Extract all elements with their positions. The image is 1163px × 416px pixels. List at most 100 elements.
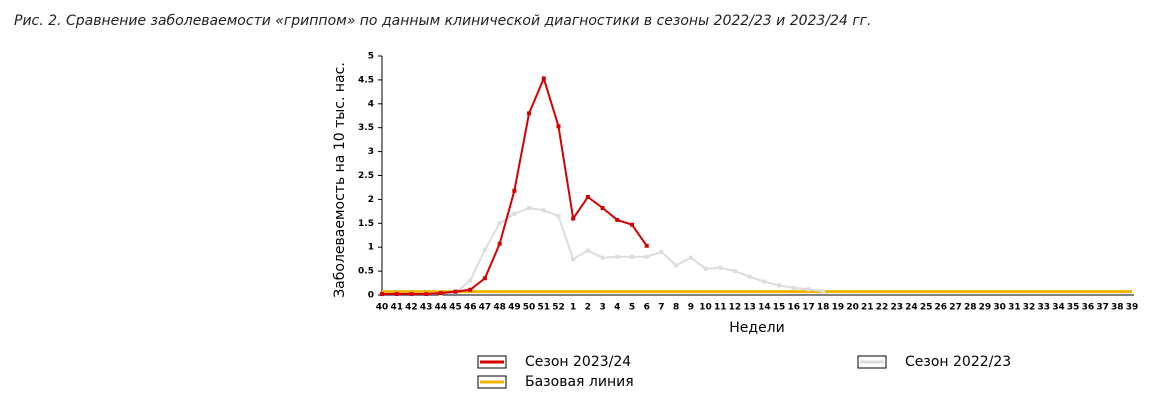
y-tick-label: 4.5 [358,75,374,85]
point [806,287,811,292]
x-tick-label: 12 [729,303,742,313]
series-line [382,206,824,296]
point [453,289,458,294]
point [703,266,708,271]
x-tick-label: 37 [1096,303,1109,313]
point [497,221,502,226]
point [615,217,620,222]
x-tick-label: 3 [599,303,605,313]
x-tick-label: 36 [1082,303,1095,313]
x-tick-label: 22 [876,303,889,313]
x-tick-label: 5 [629,303,635,313]
point [556,124,561,129]
chart-title: Рис. 2. Сравнение заболеваемости «гриппо… [14,13,872,29]
point [791,285,796,290]
point [821,289,826,294]
x-tick-label: 50 [523,303,536,313]
point [394,292,399,297]
point [747,274,752,279]
x-tick-label: 39 [1126,303,1139,313]
x-tick-label: 48 [493,303,506,313]
x-tick-label: 18 [817,303,830,313]
point [615,254,620,259]
legend-label: Сезон 2022/23 [905,354,1011,370]
y-tick-label: 5 [368,52,374,62]
point [497,241,502,246]
x-tick-label: 38 [1111,303,1124,313]
x-tick-label: 8 [673,303,679,313]
x-tick-label: 13 [743,303,756,313]
point [571,216,576,221]
x-tick-label: 11 [714,303,727,313]
x-tick-label: 34 [1052,303,1065,313]
point [688,255,693,260]
x-axis-label: Недели [729,320,784,336]
x-tick-label: 20 [846,303,859,313]
point [762,279,767,284]
point [585,195,590,200]
x-tick-label: 7 [658,303,664,313]
x-tick-label: 2 [585,303,591,313]
x-tick-label: 32 [1023,303,1036,313]
point [644,243,649,248]
point [380,292,384,297]
x-tick-label: 45 [449,303,462,313]
x-tick-label: 15 [773,303,786,313]
point [659,249,664,254]
point [571,257,576,262]
x-tick-label: 51 [537,303,550,313]
point [424,292,429,297]
point [482,247,487,252]
x-tick-label: 6 [644,303,650,313]
y-tick-label: 0 [368,291,374,301]
x-tick-label: 27 [949,303,962,313]
y-tick-label: 2.5 [358,171,374,181]
point [541,76,546,81]
y-tick-label: 0.5 [358,267,374,277]
point [732,269,737,274]
point [468,287,473,292]
point [482,276,487,281]
point [777,283,782,288]
x-tick-label: 47 [479,303,492,313]
x-tick-label: 23 [890,303,903,313]
x-tick-label: 14 [758,303,771,313]
x-tick-label: 1 [570,303,576,313]
x-tick-label: 24 [905,303,918,313]
x-tick-label: 16 [787,303,800,313]
y-axis-label: Заболеваемость на 10 тыс. нас. [332,62,348,298]
x-tick-label: 21 [861,303,874,313]
x-tick-label: 33 [1037,303,1050,313]
point [512,211,517,216]
x-tick-label: 52 [552,303,565,313]
point [600,206,605,211]
series-line [382,75,648,296]
y-tick-label: 1.5 [358,219,374,229]
point [541,208,546,213]
x-tick-label: 46 [464,303,477,313]
legend-label: Базовая линия [525,374,634,390]
y-tick-label: 1 [368,243,374,253]
x-tick-label: 28 [964,303,977,313]
point [527,111,532,116]
y-tick-label: 3 [368,147,374,157]
point [409,292,414,297]
x-tick-label: 30 [993,303,1006,313]
x-tick-label: 42 [405,303,418,313]
x-tick-label: 31 [1008,303,1021,313]
y-tick-label: 3.5 [358,123,374,133]
point [527,206,532,211]
x-tick-label: 43 [420,303,433,313]
x-tick-label: 41 [390,303,403,313]
x-tick-label: 19 [832,303,845,313]
point [512,188,517,193]
x-tick-label: 49 [508,303,521,313]
point [644,254,649,259]
x-tick-label: 29 [979,303,992,313]
point [600,255,605,260]
point [718,265,723,270]
x-tick-label: 10 [699,303,712,313]
x-tick-label: 40 [376,303,389,313]
point [630,222,634,227]
